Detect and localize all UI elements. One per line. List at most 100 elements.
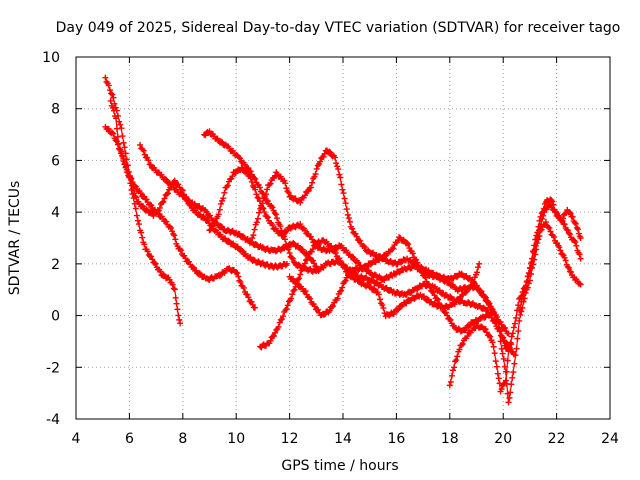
data-point bbox=[175, 181, 182, 188]
data-point bbox=[290, 287, 297, 294]
data-point bbox=[334, 295, 341, 302]
data-point bbox=[424, 296, 431, 303]
data-point bbox=[297, 271, 304, 278]
data-point bbox=[572, 220, 579, 227]
data-point bbox=[516, 307, 523, 314]
data-point bbox=[320, 311, 327, 318]
data-point bbox=[171, 286, 178, 293]
data-point bbox=[282, 180, 289, 187]
data-point bbox=[490, 343, 497, 350]
data-point bbox=[131, 182, 138, 189]
data-point bbox=[313, 165, 320, 172]
data-point bbox=[123, 166, 130, 173]
data-point bbox=[294, 280, 301, 287]
data-point bbox=[550, 233, 557, 240]
data-point bbox=[148, 253, 155, 260]
data-point bbox=[547, 228, 554, 235]
data-point bbox=[502, 368, 509, 375]
data-point bbox=[559, 251, 566, 258]
data-point bbox=[533, 232, 540, 239]
data-point bbox=[343, 206, 350, 213]
data-point bbox=[497, 327, 504, 334]
data-point bbox=[288, 254, 295, 261]
data-point bbox=[207, 226, 214, 233]
x-tick-label: 10 bbox=[227, 431, 245, 447]
data-point bbox=[550, 201, 557, 208]
data-point bbox=[290, 275, 297, 282]
data-point bbox=[175, 312, 182, 319]
data-point bbox=[297, 221, 304, 228]
data-point bbox=[109, 104, 116, 111]
data-point bbox=[256, 184, 263, 191]
data-point bbox=[272, 211, 279, 218]
data-point bbox=[507, 389, 514, 396]
data-point bbox=[147, 161, 154, 168]
data-point bbox=[525, 269, 532, 276]
data-point bbox=[511, 360, 518, 367]
data-point bbox=[509, 374, 516, 381]
data-point bbox=[128, 187, 135, 194]
data-point bbox=[567, 210, 574, 217]
data-point bbox=[353, 233, 360, 240]
data-point bbox=[107, 97, 114, 104]
x-axis-label: GPS time / hours bbox=[281, 458, 398, 474]
data-point bbox=[282, 236, 289, 243]
data-point bbox=[447, 316, 454, 323]
data-point bbox=[409, 250, 416, 257]
data-point bbox=[349, 225, 356, 232]
data-point bbox=[300, 264, 307, 271]
data-point bbox=[283, 305, 290, 312]
data-point bbox=[451, 364, 458, 371]
data-point bbox=[114, 133, 121, 140]
data-point bbox=[119, 152, 126, 159]
data-point bbox=[334, 163, 341, 170]
data-point bbox=[456, 296, 463, 303]
data-point bbox=[390, 245, 397, 252]
data-point bbox=[341, 265, 348, 272]
data-point bbox=[557, 247, 564, 254]
data-point bbox=[162, 175, 168, 182]
data-point bbox=[116, 146, 123, 153]
data-point bbox=[289, 255, 296, 262]
data-point bbox=[507, 339, 514, 346]
data-point bbox=[336, 288, 343, 295]
data-point bbox=[565, 264, 572, 271]
data-point bbox=[463, 288, 470, 295]
data-point bbox=[286, 250, 293, 257]
data-point bbox=[303, 257, 310, 264]
data-point bbox=[577, 281, 584, 288]
data-point bbox=[339, 284, 346, 291]
data-point bbox=[475, 264, 482, 271]
data-point bbox=[321, 150, 328, 157]
series-track-9 bbox=[286, 234, 496, 335]
data-point bbox=[495, 375, 502, 382]
data-point bbox=[527, 260, 534, 267]
data-point bbox=[299, 246, 306, 253]
data-point bbox=[301, 260, 308, 267]
data-point bbox=[254, 215, 261, 222]
data-point bbox=[128, 175, 135, 182]
data-point bbox=[131, 200, 138, 207]
data-point bbox=[130, 195, 137, 202]
data-point bbox=[176, 316, 183, 323]
data-point bbox=[417, 265, 424, 272]
data-point bbox=[422, 274, 429, 281]
data-point bbox=[340, 190, 347, 197]
data-point bbox=[288, 295, 295, 302]
data-point bbox=[337, 257, 344, 264]
data-point bbox=[556, 244, 563, 251]
data-point bbox=[315, 306, 322, 313]
data-point bbox=[262, 191, 269, 198]
data-point bbox=[552, 209, 559, 216]
data-point bbox=[335, 166, 342, 173]
data-point bbox=[277, 316, 284, 323]
data-point bbox=[341, 278, 348, 285]
data-point bbox=[105, 126, 112, 133]
data-point bbox=[137, 141, 144, 148]
data-point bbox=[516, 317, 523, 324]
data-point bbox=[261, 209, 268, 216]
data-point bbox=[447, 378, 454, 385]
data-point bbox=[511, 320, 518, 327]
data-point bbox=[171, 177, 178, 184]
series-track-5 bbox=[201, 128, 517, 358]
